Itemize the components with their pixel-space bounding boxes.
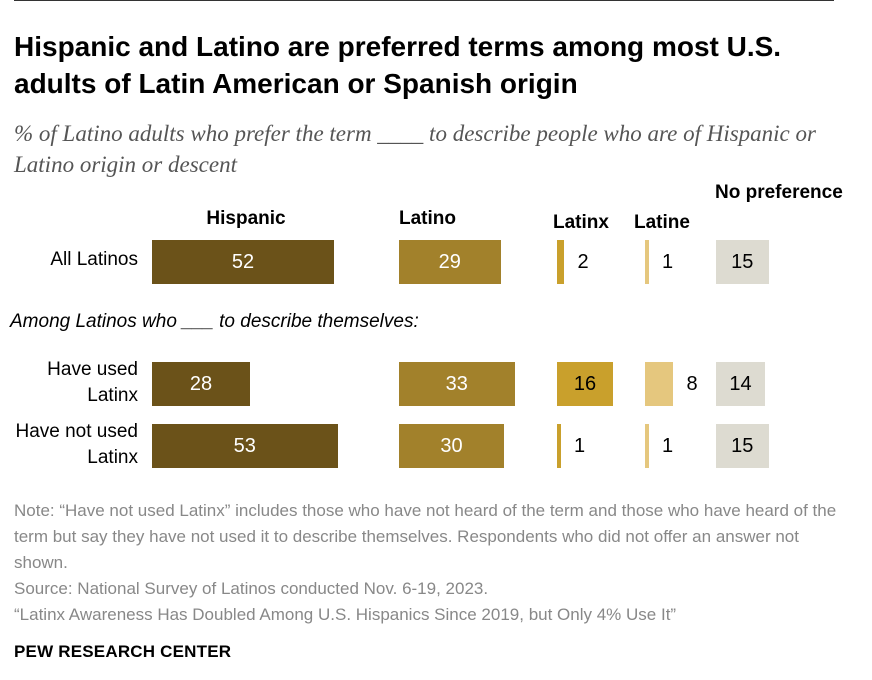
value-label-no-preference-row-1: 14 xyxy=(729,373,752,395)
bar-hispanic-row-1 xyxy=(152,362,250,406)
chart-title: Hispanic and Latino are preferred terms … xyxy=(14,31,782,99)
row-label-all-latinos: All Latinos xyxy=(50,249,138,270)
bar-latine-row-2 xyxy=(645,424,649,468)
bar-latine-row-1 xyxy=(645,362,673,406)
column-header-latinx: Latinx xyxy=(553,212,609,233)
row-label-have-used-latinx: Have used Latinx xyxy=(47,359,138,406)
column-header-hispanic: Hispanic xyxy=(206,208,286,229)
section-label: Among Latinos who ___ to describe themse… xyxy=(10,311,419,332)
value-label-latinx-row-1: 16 xyxy=(573,373,597,395)
bar-latine-row-0 xyxy=(645,240,649,284)
bar-latino-row-0 xyxy=(399,240,501,284)
value-label-latino-row-1: 33 xyxy=(445,373,468,395)
source-text: Source: National Survey of Latinos condu… xyxy=(14,579,489,598)
value-label-latinx-row-0: 2 xyxy=(577,251,589,273)
row-label-have-not-used-latinx: Have not used Latinx xyxy=(15,421,138,468)
value-label-hispanic-row-1: 28 xyxy=(189,373,213,395)
column-header-latine: Latine xyxy=(634,212,690,233)
value-label-latine-row-1: 8 xyxy=(686,373,698,395)
bar-no-preference-row-0 xyxy=(716,240,769,284)
value-label-latine-row-2: 1 xyxy=(661,435,674,457)
brand-logo-text: PEW RESEARCH CENTER xyxy=(14,642,232,661)
value-label-no-preference-row-2: 15 xyxy=(731,435,754,457)
value-label-hispanic-row-0: 52 xyxy=(231,251,255,273)
value-label-latinx-row-2: 1 xyxy=(573,435,586,457)
column-header-no-preference: No preference xyxy=(715,182,843,203)
note-text: Note: “Have not used Latinx” includes th… xyxy=(14,501,837,572)
value-label-latine-row-0: 1 xyxy=(661,251,674,273)
bar-hispanic-row-2 xyxy=(152,424,338,468)
bar-no-preference-row-2 xyxy=(716,424,769,468)
bar-latinx-row-2 xyxy=(557,424,561,468)
bar-latinx-row-1 xyxy=(557,362,613,406)
value-label-latino-row-0: 29 xyxy=(438,251,461,273)
notes: Note: “Have not used Latinx” includes th… xyxy=(14,498,854,628)
value-label-latino-row-2: 30 xyxy=(440,435,463,457)
bar-latino-row-1 xyxy=(399,362,515,406)
bar-latino-row-2 xyxy=(399,424,504,468)
value-label-hispanic-row-2: 53 xyxy=(233,435,256,457)
top-rule xyxy=(14,0,834,1)
value-label-no-preference-row-0: 15 xyxy=(731,251,754,273)
bar-latinx-row-0 xyxy=(557,240,564,284)
bar-no-preference-row-1 xyxy=(716,362,765,406)
bar-hispanic-row-0 xyxy=(152,240,334,284)
report-title: “Latinx Awareness Has Doubled Among U.S.… xyxy=(14,605,677,624)
chart-subtitle: % of Latino adults who prefer the term _… xyxy=(14,121,816,177)
column-header-latino: Latino xyxy=(399,208,456,229)
